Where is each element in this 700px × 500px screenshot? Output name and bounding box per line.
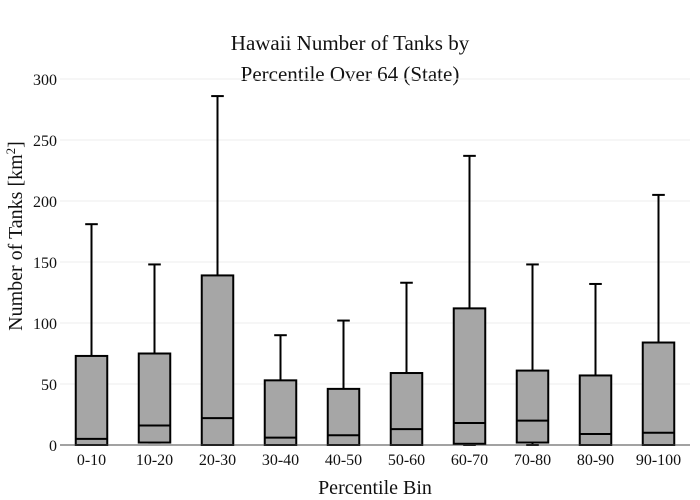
iqr-box [74,354,109,446]
x-tick-label: 30-40 [262,452,299,469]
box-10-20 [137,263,172,444]
x-axis-tick-labels: 0-10 10-20 20-30 30-40 40-50 50-60 60-70 70-80 8… [77,452,681,469]
x-tick-label: 80-90 [577,452,614,469]
x-tick-label: 0-10 [77,452,106,469]
x-tick-label: 60-70 [451,452,488,469]
iqr-box [326,387,361,447]
iqr-box [137,352,172,444]
box-80-90 [578,282,613,446]
x-tick-label: 70-80 [514,452,551,469]
iqr-box [263,379,298,446]
box-70-80 [515,263,550,446]
x-tick-label: 50-60 [388,452,425,469]
box-60-70 [452,154,487,446]
iqr-box [515,369,550,444]
box-30-40 [263,334,298,446]
y-axis-tick-labels: 0 50 100 150 200 250 300 [33,72,57,455]
iqr-box [200,274,235,447]
chart-title-line-2: Percentile Over 64 (State) [241,62,460,86]
box-0-10 [74,223,109,446]
y-tick-label: 150 [33,255,57,272]
box-series [74,95,676,447]
y-tick-label: 200 [33,194,57,211]
y-tick-label: 250 [33,133,57,150]
y-axis-label-main: Number of Tanks [km [5,154,27,331]
y-tick-label: 50 [41,377,57,394]
box-50-60 [389,281,424,446]
iqr-box [641,341,676,446]
y-axis-label: Number of Tanks [km2] [3,141,27,331]
x-tick-label: 90-100 [636,452,681,469]
y-tick-label: 300 [33,72,57,89]
y-tick-label: 0 [49,438,57,455]
box-20-30 [200,95,235,447]
iqr-box [389,372,424,446]
chart-title-line-1: Hawaii Number of Tanks by [231,31,470,55]
y-axis-label-superscript: 2 [3,148,18,155]
x-tick-label: 40-50 [325,452,362,469]
x-axis-label: Percentile Bin [318,477,432,499]
box-90-100 [641,193,676,446]
y-axis-label-close: ] [5,141,27,148]
y-tick-label: 100 [33,316,57,333]
x-tick-label: 10-20 [136,452,173,469]
iqr-box [452,307,487,445]
x-tick-label: 20-30 [199,452,236,469]
box-40-50 [326,319,361,447]
